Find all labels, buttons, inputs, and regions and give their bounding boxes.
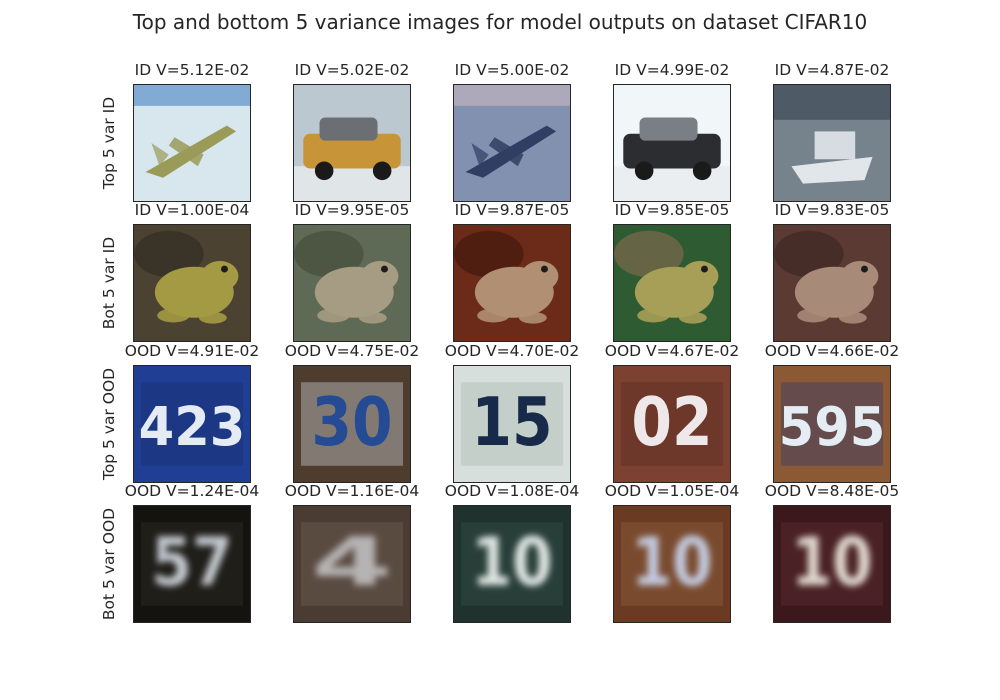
sample-image: 15	[453, 365, 571, 483]
variance-caption: OOD V=4.75E-02	[284, 342, 420, 360]
variance-caption: ID V=9.83E-05	[774, 201, 890, 219]
digit-text: 10	[631, 523, 712, 601]
variance-caption: ID V=5.00E-02	[454, 61, 570, 79]
row-label: Top 5 var OOD	[100, 367, 118, 481]
sample-image	[453, 224, 571, 342]
digit-text: 30	[311, 383, 392, 461]
variance-caption: OOD V=1.05E-04	[604, 482, 740, 500]
digit-text: 423	[139, 395, 246, 458]
sample-image	[773, 224, 891, 342]
variance-caption: ID V=9.85E-05	[614, 201, 730, 219]
variance-caption: OOD V=1.08E-04	[444, 482, 580, 500]
digit-text: 595	[779, 395, 886, 458]
sample-image	[133, 84, 251, 202]
variance-caption: ID V=9.95E-05	[294, 201, 410, 219]
figure-title: Top and bottom 5 variance images for mod…	[132, 10, 868, 34]
sample-image: 4	[293, 505, 411, 623]
variance-caption: ID V=5.12E-02	[134, 61, 250, 79]
variance-caption: ID V=4.99E-02	[614, 61, 730, 79]
sample-image	[293, 84, 411, 202]
digit-text: 4	[311, 523, 392, 601]
row-label: Bot 5 var OOD	[100, 507, 118, 621]
digit-text: 15	[471, 383, 552, 461]
sample-image: 595	[773, 365, 891, 483]
variance-caption: ID V=1.00E-04	[134, 201, 250, 219]
row-label: Bot 5 var ID	[100, 236, 118, 330]
variance-caption: OOD V=4.67E-02	[604, 342, 740, 360]
sample-image: 02	[613, 365, 731, 483]
variance-caption: OOD V=1.16E-04	[284, 482, 420, 500]
sample-image	[453, 84, 571, 202]
sample-image: 57	[133, 505, 251, 623]
digit-text: 57	[151, 523, 232, 601]
digit-text: 10	[471, 523, 552, 601]
sample-image: 10	[613, 505, 731, 623]
variance-caption: OOD V=4.70E-02	[444, 342, 580, 360]
digit-text: 02	[631, 383, 712, 461]
sample-image	[613, 224, 731, 342]
row-label: Top 5 var ID	[100, 96, 118, 190]
variance-caption: ID V=5.02E-02	[294, 61, 410, 79]
sample-image	[613, 84, 731, 202]
sample-image	[773, 84, 891, 202]
variance-caption: OOD V=4.66E-02	[764, 342, 900, 360]
sample-image: 30	[293, 365, 411, 483]
sample-image: 10	[773, 505, 891, 623]
sample-image	[293, 224, 411, 342]
variance-caption: ID V=4.87E-02	[774, 61, 890, 79]
sample-image: 423	[133, 365, 251, 483]
variance-caption: OOD V=1.24E-04	[124, 482, 260, 500]
variance-caption: OOD V=8.48E-05	[764, 482, 900, 500]
sample-image: 10	[453, 505, 571, 623]
variance-caption: ID V=9.87E-05	[454, 201, 570, 219]
digit-text: 10	[791, 523, 872, 601]
variance-caption: OOD V=4.91E-02	[124, 342, 260, 360]
sample-image	[133, 224, 251, 342]
